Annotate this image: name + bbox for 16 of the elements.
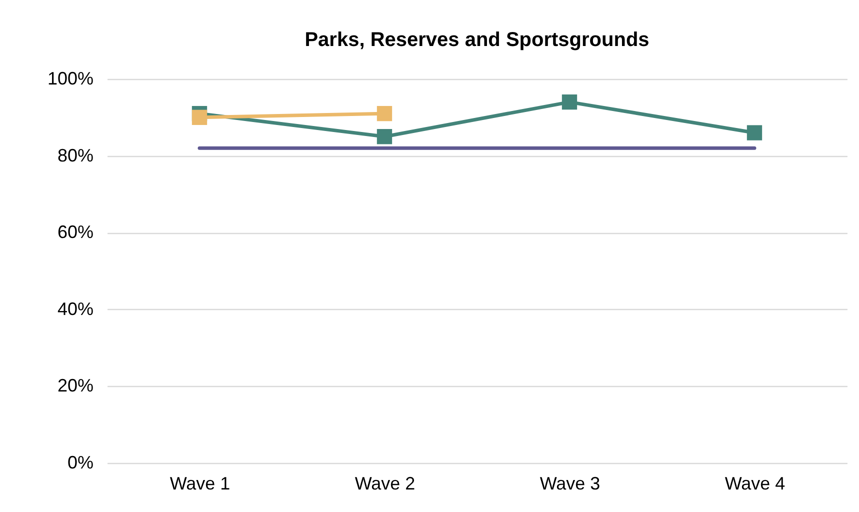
- y-tick-label: 100%: [47, 68, 94, 88]
- y-tick-label: 0%: [67, 452, 94, 472]
- x-tick-label: Wave 2: [354, 474, 416, 494]
- x-tick-label: Wave 4: [724, 474, 786, 494]
- y-tick-label: 80%: [57, 145, 94, 166]
- x-tick-label: Wave 3: [540, 474, 600, 494]
- x-tick-label: Wave 1: [170, 474, 230, 494]
- point: [376, 106, 392, 122]
- chart-title: Parks, Reserves and Sportsgrounds: [304, 29, 650, 51]
- y-tick-label: 40%: [57, 298, 94, 319]
- y-tick-label: 60%: [57, 222, 94, 242]
- point: [746, 125, 762, 140]
- point: [376, 129, 392, 144]
- y-tick-label: 20%: [57, 376, 94, 396]
- point: [192, 110, 208, 125]
- point: [562, 94, 578, 110]
